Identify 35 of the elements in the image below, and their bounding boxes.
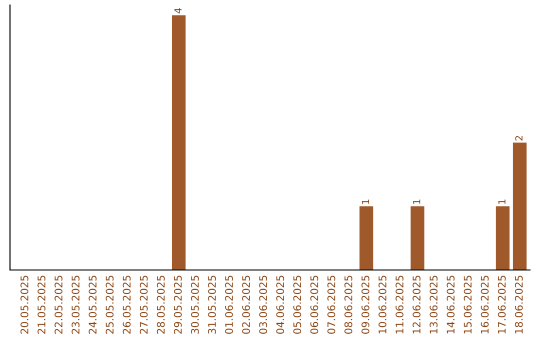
x-tick-label: 17.06.2025 — [498, 276, 506, 334]
x-tick-label: 05.06.2025 — [293, 276, 302, 334]
x-tick-label: 27.05.2025 — [140, 276, 148, 334]
x-tick-label: 14.06.2025 — [446, 276, 455, 334]
data-label: 1 — [362, 200, 370, 204]
x-tick-label: 03.06.2025 — [259, 276, 268, 334]
x-tick-label: 25.05.2025 — [106, 276, 114, 334]
x-tick-label: 10.06.2025 — [378, 276, 386, 334]
x-tick-label: 15.06.2025 — [464, 276, 472, 334]
data-label: 1 — [498, 200, 506, 204]
x-tick-label: 30.05.2025 — [190, 276, 199, 334]
x-tick-label: 21.05.2025 — [38, 276, 46, 334]
x-tick-label: 23.05.2025 — [72, 276, 80, 334]
data-label: 2 — [515, 136, 522, 140]
x-tick-label: 11.06.2025 — [396, 276, 404, 334]
x-tick-label: 26.05.2025 — [122, 276, 131, 334]
x-tick-label: 13.06.2025 — [430, 276, 438, 334]
x-tick-label: 16.06.2025 — [480, 276, 489, 334]
x-tick-label: 02.06.2025 — [242, 276, 250, 334]
x-tick-label: 29.05.2025 — [174, 276, 182, 334]
x-tick-label: 18.06.2025 — [514, 276, 523, 334]
x-tick-label: 09.06.2025 — [361, 276, 370, 334]
x-tick-label: 28.05.2025 — [156, 276, 165, 334]
x-tick-label: 20.05.2025 — [20, 276, 28, 334]
x-tick-label: 04.06.2025 — [276, 276, 284, 334]
x-tick-label: 24.05.2025 — [88, 276, 97, 334]
x-tick-label: 22.05.2025 — [54, 276, 62, 334]
x-tick-label: 06.06.2025 — [310, 276, 318, 334]
x-tick-label: 07.06.2025 — [327, 276, 336, 334]
x-tick-label: 08.06.2025 — [344, 276, 352, 334]
x-tick-label: 12.06.2025 — [412, 276, 420, 334]
x-tick-label: 01.06.2025 — [225, 276, 233, 334]
data-label: 4 — [174, 8, 182, 14]
x-tick-label: 31.05.2025 — [208, 276, 216, 334]
data-label: 1 — [413, 200, 420, 204]
